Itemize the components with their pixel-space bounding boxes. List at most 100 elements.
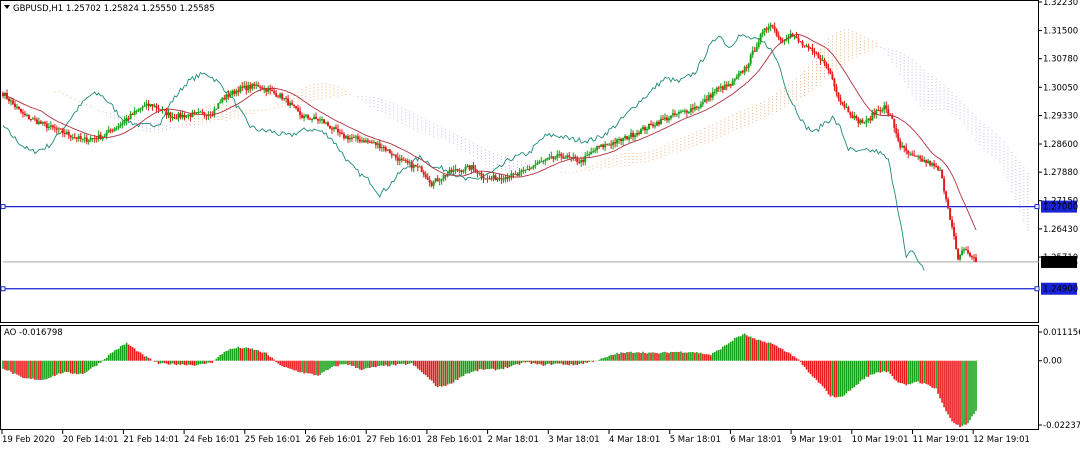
candle-body: [352, 137, 355, 139]
candle-body: [971, 256, 974, 258]
candle-body: [185, 115, 188, 118]
candle-body: [945, 191, 948, 200]
candle-body: [644, 127, 647, 131]
candle-body: [376, 143, 379, 145]
candle-body: [109, 129, 112, 131]
candle-body: [492, 175, 495, 179]
chikou-line: [2, 34, 925, 271]
candle-body: [157, 108, 160, 110]
candle-body: [955, 236, 958, 249]
candle-body: [659, 118, 662, 125]
candle-body: [669, 115, 672, 119]
candle-body: [466, 165, 469, 167]
candle-body: [885, 105, 888, 109]
horizontal-levels[interactable]: 1.27000 1.24900: [0, 200, 1078, 295]
candle-body: [781, 40, 784, 42]
candle-body: [85, 137, 88, 142]
candle-body: [721, 86, 724, 90]
time-tick-label: 24 Feb 16:01: [184, 435, 240, 445]
candle-body: [799, 41, 802, 43]
candle-body: [368, 141, 371, 143]
candle-body: [741, 71, 744, 73]
indicator-plot-frame: [0, 325, 1039, 430]
candle-body: [293, 104, 296, 107]
candle-body: [257, 84, 260, 87]
candle-body: [588, 154, 591, 156]
candle-body: [681, 110, 684, 112]
candle-body: [279, 93, 282, 98]
candle-body: [564, 157, 567, 159]
candle-body: [71, 137, 74, 139]
candles: [2, 22, 977, 263]
candle-body: [468, 165, 471, 170]
candle-body: [47, 126, 50, 129]
candle-body: [444, 175, 447, 177]
candle-body: [177, 113, 180, 119]
time-tick-label: 27 Feb 16:01: [366, 435, 422, 445]
candle-body: [145, 103, 148, 106]
candle-body: [291, 102, 294, 105]
time-tick-label: 5 Mar 18:01: [670, 435, 721, 445]
candle-body: [380, 147, 383, 149]
candle-body: [201, 111, 204, 113]
candle-body: [59, 128, 62, 130]
candle-body: [474, 168, 477, 173]
price-tick-label: 1.27150: [1043, 197, 1078, 207]
price-tick-label: 1.28600: [1043, 140, 1078, 150]
symbol-dropdown-icon[interactable]: [4, 5, 10, 9]
candle-body: [183, 114, 186, 118]
candle-body: [119, 124, 122, 126]
candle-body: [516, 174, 519, 176]
candle-body: [783, 40, 786, 42]
time-tick-label: 12 Mar 19:01: [973, 435, 1030, 445]
candle-body: [49, 125, 52, 127]
candle-body: [464, 166, 467, 171]
candle-body: [348, 137, 351, 140]
candle-body: [717, 87, 720, 89]
candle-body: [554, 157, 557, 159]
candle-body: [785, 39, 788, 41]
candle-body: [326, 122, 329, 126]
candle-body: [925, 160, 928, 163]
candle-body: [147, 103, 150, 107]
candle-body: [961, 250, 964, 255]
candle-body: [271, 90, 274, 92]
candle-body: [576, 158, 579, 163]
candle-body: [19, 108, 22, 113]
candle-body: [241, 86, 244, 88]
candle-body: [490, 178, 493, 180]
candle-body: [843, 104, 846, 108]
candle-body: [663, 117, 666, 120]
candle-body: [173, 117, 176, 119]
candle-body: [737, 73, 740, 77]
candle-body: [211, 115, 214, 117]
candle-body: [334, 127, 337, 129]
candle-body: [959, 254, 962, 260]
time-tick-label: 21 Feb 14:01: [123, 435, 179, 445]
candle-body: [590, 151, 593, 155]
candle-body: [697, 107, 700, 109]
candle-body: [584, 155, 587, 163]
candle-body: [476, 172, 479, 174]
candle-body: [600, 144, 603, 147]
candle-body: [679, 111, 682, 113]
candle-body: [27, 114, 30, 120]
candle-body: [931, 163, 934, 166]
candle-body: [43, 122, 46, 124]
candle-body: [129, 114, 132, 120]
candle-body: [544, 159, 547, 161]
candle-body: [606, 144, 609, 146]
candle-body: [963, 249, 966, 251]
candle-body: [947, 199, 950, 209]
candle-body: [534, 164, 537, 166]
candle-body: [29, 119, 32, 121]
candle-body: [496, 177, 499, 180]
candle-body: [667, 118, 670, 121]
candle-body: [225, 94, 228, 100]
candle-body: [642, 127, 645, 130]
candle-body: [25, 114, 28, 116]
